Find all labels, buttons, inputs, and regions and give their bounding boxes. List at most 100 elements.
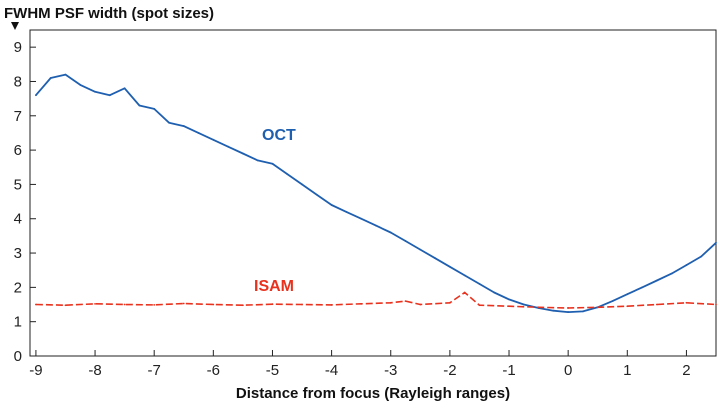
isam-data-point <box>404 300 407 302</box>
isam-data-point <box>596 306 599 309</box>
isam-data-point <box>685 301 688 304</box>
isam-data-point <box>301 303 303 306</box>
x-tick-label: -9 <box>29 362 42 379</box>
oct-data-point <box>123 87 126 90</box>
oct-data-point <box>345 210 348 213</box>
y-axis-ticks: 0 1 2 3 4 5 6 7 8 9 <box>14 39 36 365</box>
y-tick-label: 1 <box>14 314 22 331</box>
oct-data-point <box>685 264 688 266</box>
oct-series-label: OCT <box>262 127 296 144</box>
oct-data-point <box>212 138 215 141</box>
isam-data-point <box>123 303 126 306</box>
y-tick-label: 3 <box>14 245 22 262</box>
y-tick-label: 6 <box>14 142 22 159</box>
isam-data-point <box>715 303 717 306</box>
oct-data-point <box>404 240 407 242</box>
oct-data-point <box>448 265 451 268</box>
oct-data-point <box>419 248 422 251</box>
isam-series-label: ISAM <box>254 278 294 295</box>
x-tick-label: -8 <box>88 362 101 379</box>
isam-data-point <box>212 303 215 306</box>
isam-data-point <box>655 303 658 306</box>
series-layer <box>35 73 717 314</box>
y-tick-label: 9 <box>14 39 22 56</box>
oct-data-point <box>168 121 170 124</box>
oct-data-point <box>108 94 111 97</box>
oct-data-point <box>330 204 333 206</box>
isam-data-point <box>537 306 540 309</box>
y-tick-label: 7 <box>14 108 22 125</box>
isam-data-point <box>419 303 422 306</box>
oct-data-point <box>567 311 570 313</box>
oct-data-point <box>256 159 259 162</box>
x-tick-label: 0 <box>564 362 572 379</box>
isam-data-point <box>463 291 466 294</box>
isam-data-point <box>626 305 629 308</box>
x-tick-label: -7 <box>148 362 161 379</box>
x-tick-label: -6 <box>207 362 220 379</box>
y-tick-label: 8 <box>14 73 22 90</box>
oct-data-point <box>35 94 37 97</box>
isam-series-line <box>35 291 717 309</box>
oct-series-line <box>35 73 717 314</box>
oct-data-point <box>626 293 629 296</box>
oct-data-point <box>64 73 67 76</box>
oct-data-point <box>700 255 703 258</box>
oct-data-point <box>197 132 200 134</box>
isam-data-point <box>448 301 451 304</box>
x-tick-label: -1 <box>502 362 515 379</box>
oct-data-point <box>611 300 614 302</box>
x-tick-label: -3 <box>384 362 397 379</box>
isam-data-point <box>271 303 274 306</box>
y-tick-label: 0 <box>14 348 22 365</box>
chart-title: FWHM PSF width (spot sizes) <box>4 5 214 22</box>
x-tick-label: -5 <box>266 362 279 379</box>
oct-data-point <box>508 298 510 301</box>
oct-data-point <box>552 309 555 312</box>
isam-data-point <box>64 304 67 307</box>
x-axis-ticks: -9 -8 -7 -6 -5 -4 -3 -2 -1 0 1 2 <box>29 350 691 379</box>
y-tick-label: 2 <box>14 279 22 296</box>
oct-data-point <box>375 224 377 227</box>
y-tick-label: 5 <box>14 176 22 193</box>
isam-data-point <box>241 304 244 307</box>
oct-data-point <box>463 274 466 277</box>
isam-data-point <box>182 302 185 305</box>
oct-data-point <box>241 152 244 155</box>
oct-data-point <box>360 217 363 220</box>
oct-data-point <box>434 257 436 260</box>
oct-data-point <box>641 286 643 289</box>
y-tick-label: 4 <box>14 211 22 228</box>
x-tick-label: -2 <box>443 362 456 379</box>
oct-data-point <box>153 108 156 110</box>
y-axis-arrow-icon <box>11 22 19 30</box>
oct-data-point <box>286 173 289 176</box>
isam-data-point <box>478 304 481 307</box>
isam-data-point <box>508 305 510 308</box>
x-tick-label: 2 <box>682 362 690 379</box>
oct-data-point <box>389 231 392 234</box>
oct-data-point <box>79 84 82 86</box>
isam-data-point <box>94 302 96 305</box>
oct-data-point <box>670 272 673 275</box>
x-axis-label: Distance from focus (Rayleigh ranges) <box>236 385 510 402</box>
isam-data-point <box>389 301 392 304</box>
isam-data-point <box>567 307 570 309</box>
isam-data-point <box>360 302 363 305</box>
oct-data-point <box>478 283 481 285</box>
plot-frame <box>29 29 717 357</box>
oct-data-point <box>138 104 141 107</box>
oct-data-point <box>522 303 525 306</box>
oct-data-point <box>582 310 584 313</box>
oct-data-point <box>49 77 52 79</box>
oct-data-point <box>715 241 717 244</box>
x-tick-label: -4 <box>325 362 338 379</box>
oct-data-point <box>94 90 96 93</box>
isam-data-point <box>330 303 333 306</box>
oct-data-point <box>227 145 230 148</box>
isam-data-point <box>153 303 156 306</box>
x-tick-label: 1 <box>623 362 631 379</box>
isam-data-point <box>35 303 37 306</box>
oct-data-point <box>315 193 318 196</box>
